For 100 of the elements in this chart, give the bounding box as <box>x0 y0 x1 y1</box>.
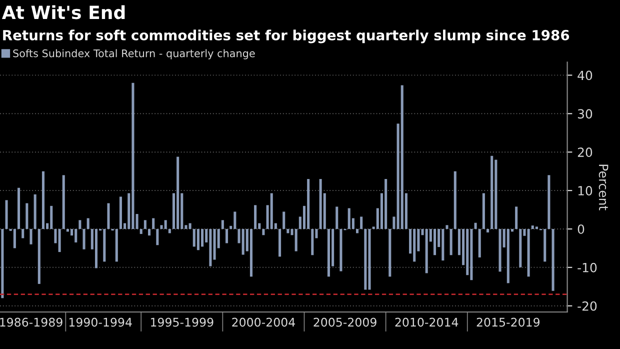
bar <box>368 228 371 290</box>
bar <box>498 228 502 272</box>
bar <box>86 218 90 229</box>
bar <box>192 228 196 247</box>
bar <box>30 228 32 244</box>
bar <box>494 160 498 229</box>
x-tick-label: 1995-1999 <box>151 318 214 327</box>
bar <box>474 222 477 229</box>
y-tick-label: 30 <box>578 109 592 119</box>
bar <box>470 228 473 280</box>
bar <box>294 228 298 252</box>
bar <box>519 228 522 268</box>
bar <box>544 228 546 262</box>
bar <box>450 228 452 256</box>
bar <box>527 228 530 277</box>
bar <box>348 208 350 229</box>
bar <box>115 228 118 262</box>
bar <box>433 228 436 256</box>
bar <box>490 156 494 229</box>
bar <box>58 228 61 252</box>
bar <box>103 228 106 262</box>
bar <box>1 228 4 298</box>
bar <box>446 225 448 229</box>
bar <box>360 216 363 229</box>
bar <box>270 193 273 229</box>
y-tick-label: 20 <box>578 148 592 158</box>
bar <box>168 228 171 234</box>
bar <box>327 228 330 277</box>
chart-title: At Wit's End <box>2 5 125 20</box>
bar <box>176 156 180 229</box>
bar <box>392 216 396 229</box>
bar <box>119 196 122 229</box>
x-tick-label: 1986-1989 <box>0 318 62 327</box>
bar <box>400 85 404 229</box>
bar <box>442 228 444 260</box>
bar <box>356 228 359 234</box>
bar <box>364 228 367 290</box>
x-tick-label: 1990-1994 <box>69 318 132 327</box>
x-tick-label: 2000-2004 <box>232 318 295 327</box>
bar <box>94 228 98 268</box>
bar <box>188 223 192 229</box>
y-tick-label: 0 <box>578 224 584 234</box>
x-tick-label: 2015-2019 <box>476 318 540 327</box>
bar <box>17 188 20 229</box>
bar <box>136 214 138 229</box>
bar <box>486 228 490 232</box>
bar <box>234 212 236 229</box>
bar <box>156 228 159 246</box>
bar <box>5 200 8 229</box>
bar <box>250 228 252 277</box>
bar <box>336 206 338 229</box>
bar <box>286 228 290 234</box>
bar <box>548 175 550 229</box>
bar <box>78 220 82 229</box>
bar <box>26 203 28 229</box>
y-tick-label: 40 <box>578 70 592 80</box>
bar <box>340 228 342 272</box>
bar <box>319 178 322 229</box>
bar <box>454 171 456 229</box>
x-tick-label: 2005-2009 <box>314 318 376 327</box>
bar <box>213 228 216 260</box>
bar <box>144 220 146 229</box>
bar <box>262 228 265 236</box>
bar <box>164 220 167 229</box>
bar <box>34 194 36 229</box>
bar <box>278 228 282 257</box>
bar <box>54 228 57 244</box>
x-tick-label: 2010-2014 <box>395 318 458 327</box>
bar <box>42 171 44 229</box>
bar <box>66 228 69 232</box>
bar <box>254 205 257 229</box>
bar <box>307 178 310 229</box>
bar <box>201 228 204 247</box>
bar <box>242 228 244 255</box>
bar <box>311 228 314 256</box>
bar <box>140 228 142 234</box>
bar <box>82 228 86 250</box>
y-tick-label: -10 <box>578 262 597 272</box>
y-tick-label: 10 <box>578 186 592 196</box>
bar <box>221 220 224 229</box>
bar <box>515 206 518 229</box>
bar <box>50 206 53 229</box>
bar <box>22 228 24 238</box>
bar <box>209 228 212 266</box>
legend-label: Softs Subindex Total Return - quarterly change <box>13 49 255 60</box>
bar <box>478 228 481 258</box>
bar <box>148 228 151 236</box>
bar <box>413 228 416 262</box>
y-axis-title: Percent <box>598 164 608 210</box>
bar <box>132 82 134 229</box>
bar <box>152 218 155 229</box>
bar <box>282 212 286 229</box>
bar <box>107 203 110 229</box>
bar <box>384 178 388 229</box>
bar <box>62 175 65 229</box>
bar <box>425 228 428 274</box>
y-tick-label: -20 <box>578 301 597 311</box>
bar <box>225 228 228 244</box>
bar <box>552 228 554 291</box>
bar <box>196 228 200 250</box>
